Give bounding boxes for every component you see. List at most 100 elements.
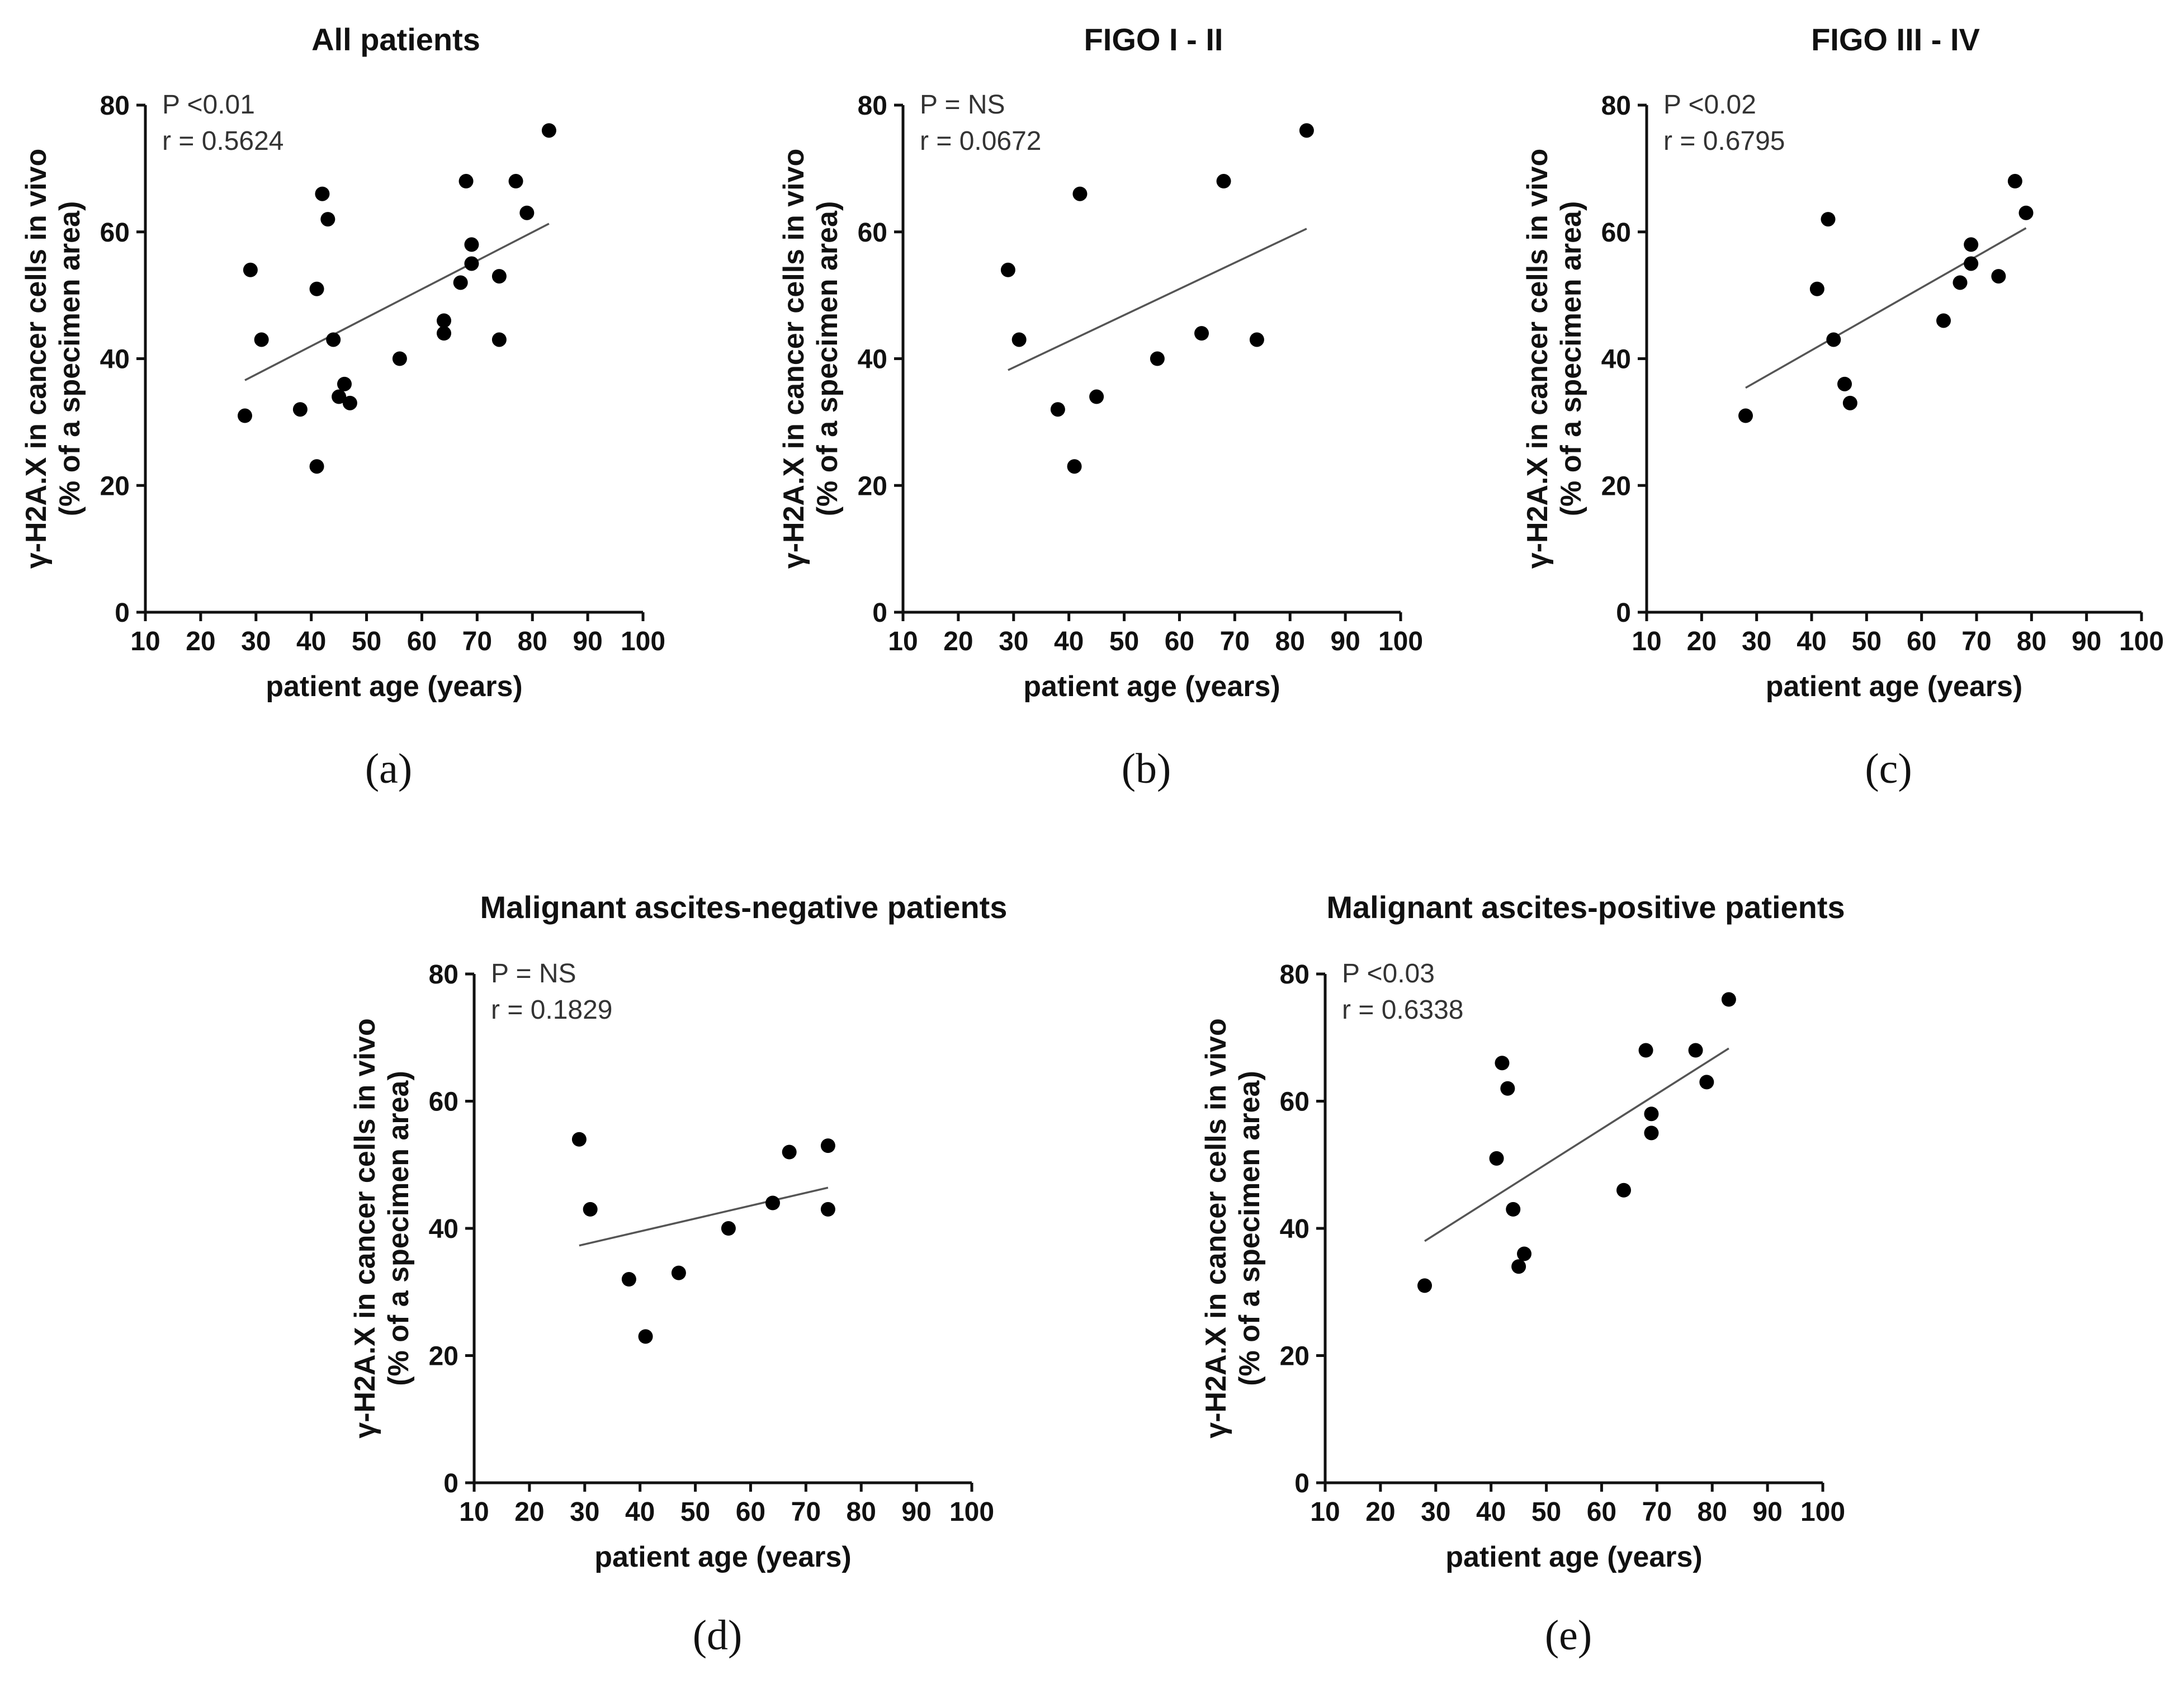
x-tick-label: 40 [296, 627, 326, 656]
r-value-annotation: r = 0.6795 [1663, 126, 1785, 156]
y-tick-label: 80 [858, 91, 887, 121]
x-axis-label: patient age (years) [594, 1541, 852, 1573]
x-tick-label: 100 [1378, 627, 1423, 656]
regression-line [1008, 228, 1307, 371]
data-point [1194, 326, 1209, 341]
data-point [243, 262, 258, 277]
scatter-panel-5: Malignant ascites-positive patients 0 20 40… [1200, 890, 1845, 1659]
y-tick-label: 40 [1280, 1214, 1310, 1244]
x-tick-label: 60 [1907, 627, 1936, 656]
x-tick-label: 70 [1220, 627, 1250, 656]
y-axis-label: γ-H2A.X in cancer cells in vivo [1200, 1018, 1232, 1438]
x-tick-label: 40 [1476, 1497, 1506, 1527]
x-tick-label: 10 [1310, 1497, 1340, 1527]
data-point [238, 408, 252, 423]
data-point [1936, 313, 1951, 328]
y-tick-label: 80 [1280, 960, 1310, 990]
data-point [1150, 351, 1165, 366]
data-point [782, 1145, 797, 1160]
data-point [1738, 408, 1753, 423]
y-tick-label: 60 [1280, 1087, 1310, 1117]
data-point [1011, 332, 1027, 347]
p-value-annotation: P = NS [491, 959, 576, 989]
scatter-panel-2: FIGO I - II 0 20 40 60 80 10 20 30 40 50 60 70 80 90 10… [778, 22, 1423, 792]
data-point [1072, 186, 1088, 201]
x-tick-label: 70 [462, 627, 492, 656]
x-tick-label: 30 [1421, 1497, 1450, 1527]
data-point [326, 332, 341, 347]
data-point [765, 1195, 780, 1210]
y-axis-label-units: (% of a specimen area) [1555, 201, 1587, 517]
x-tick-label: 100 [1800, 1497, 1845, 1527]
data-point [721, 1221, 736, 1236]
x-tick-label: 90 [573, 627, 602, 656]
x-tick-label: 80 [518, 627, 547, 656]
data-point [1050, 402, 1065, 417]
y-axis-label-units: (% of a specimen area) [1233, 1071, 1266, 1386]
r-value-annotation: r = 0.1829 [491, 995, 613, 1025]
x-tick-label: 30 [999, 627, 1028, 656]
x-tick-label: 70 [791, 1497, 821, 1527]
data-point [1964, 256, 1979, 271]
x-tick-label: 90 [901, 1497, 931, 1527]
y-tick-label: 0 [443, 1469, 458, 1498]
x-tick-label: 60 [1165, 627, 1194, 656]
data-point [292, 402, 308, 417]
x-tick-label: 20 [186, 627, 215, 656]
chart-title: FIGO III - IV [1811, 22, 1980, 57]
y-tick-label: 20 [100, 471, 130, 501]
data-point [1842, 395, 1857, 410]
data-point [1000, 262, 1015, 277]
x-tick-label: 10 [130, 627, 160, 656]
data-point [254, 332, 269, 347]
x-tick-label: 50 [352, 627, 381, 656]
data-point [437, 313, 451, 328]
y-axis-label: γ-H2A.X in cancer cells in vivo [778, 149, 810, 569]
x-axis-label: patient age (years) [1445, 1541, 1703, 1573]
x-tick-label: 10 [1632, 627, 1661, 656]
x-tick-label: 50 [680, 1497, 710, 1527]
x-tick-label: 20 [1687, 627, 1717, 656]
data-point [1809, 281, 1824, 296]
y-tick-label: 80 [100, 91, 130, 121]
x-tick-label: 50 [1852, 627, 1882, 656]
scatter-panel-4: Malignant ascites-negative patients 0 20 40… [349, 890, 1007, 1659]
y-tick-label: 40 [100, 345, 130, 375]
data-point [491, 269, 507, 284]
data-point [2018, 205, 2034, 220]
panel-label: (c) [1865, 745, 1912, 792]
x-tick-label: 20 [514, 1497, 544, 1527]
y-tick-label: 80 [429, 960, 458, 990]
data-point [392, 351, 407, 366]
p-value-annotation: P = NS [920, 90, 1005, 120]
x-tick-label: 10 [459, 1497, 489, 1527]
data-point [1511, 1259, 1526, 1274]
x-tick-label: 30 [1742, 627, 1771, 656]
data-point [437, 326, 451, 341]
regression-line [244, 223, 550, 381]
data-point [1644, 1125, 1659, 1141]
y-tick-label: 0 [872, 598, 887, 628]
regression-line [579, 1186, 829, 1247]
y-tick-label: 60 [100, 218, 130, 248]
panel-label: (e) [1545, 1612, 1592, 1659]
y-axis-label-units: (% of a specimen area) [54, 201, 86, 517]
data-point [508, 174, 523, 189]
data-point [519, 205, 535, 220]
data-point [1417, 1278, 1432, 1293]
y-tick-label: 60 [1601, 218, 1631, 248]
x-tick-label: 50 [1109, 627, 1139, 656]
y-axis-label-units: (% of a specimen area) [382, 1071, 415, 1386]
y-tick-label: 0 [1294, 1469, 1310, 1498]
scatter-panel-1: All patients 0 20 40 60 80 10 20 30 40 50 60 70 80 90 1… [20, 22, 665, 792]
x-tick-label: 60 [1587, 1497, 1616, 1527]
y-axis-label: γ-H2A.X in cancer cells in vivo [20, 149, 53, 569]
y-tick-label: 40 [1601, 345, 1631, 375]
x-tick-label: 30 [570, 1497, 599, 1527]
data-point [491, 332, 507, 347]
panel-label: (b) [1122, 745, 1171, 792]
x-tick-label: 80 [1275, 627, 1305, 656]
data-point [820, 1138, 835, 1153]
chart-title: FIGO I - II [1084, 22, 1223, 57]
